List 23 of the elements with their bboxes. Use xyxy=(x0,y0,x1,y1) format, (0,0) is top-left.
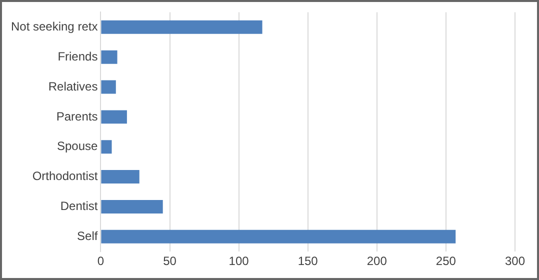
x-tick-label: 100 xyxy=(228,254,250,268)
y-tick-label: Spouse xyxy=(57,139,98,154)
y-tick-label: Parents xyxy=(56,109,98,124)
x-tick-label: 250 xyxy=(436,254,456,268)
x-tick-label: 150 xyxy=(298,254,318,268)
x-tick-label: 300 xyxy=(504,254,526,268)
x-tick-label: 50 xyxy=(163,254,177,268)
x-tick-label: 0 xyxy=(97,254,104,268)
y-tick-label: Friends xyxy=(58,49,98,64)
bar xyxy=(101,50,118,64)
bar xyxy=(101,140,112,154)
bar xyxy=(101,230,456,244)
bar xyxy=(101,80,116,94)
bar xyxy=(101,200,163,214)
x-tick-label: 200 xyxy=(366,254,388,268)
bar xyxy=(101,20,262,34)
y-tick-label: Dentist xyxy=(60,199,98,214)
y-tick-label: Not seeking retx xyxy=(10,19,98,34)
bar xyxy=(101,110,127,124)
bar xyxy=(101,170,140,184)
y-tick-label: Relatives xyxy=(48,79,98,94)
y-tick-label: Orthodontist xyxy=(32,169,98,184)
y-tick-label: Self xyxy=(77,228,98,243)
